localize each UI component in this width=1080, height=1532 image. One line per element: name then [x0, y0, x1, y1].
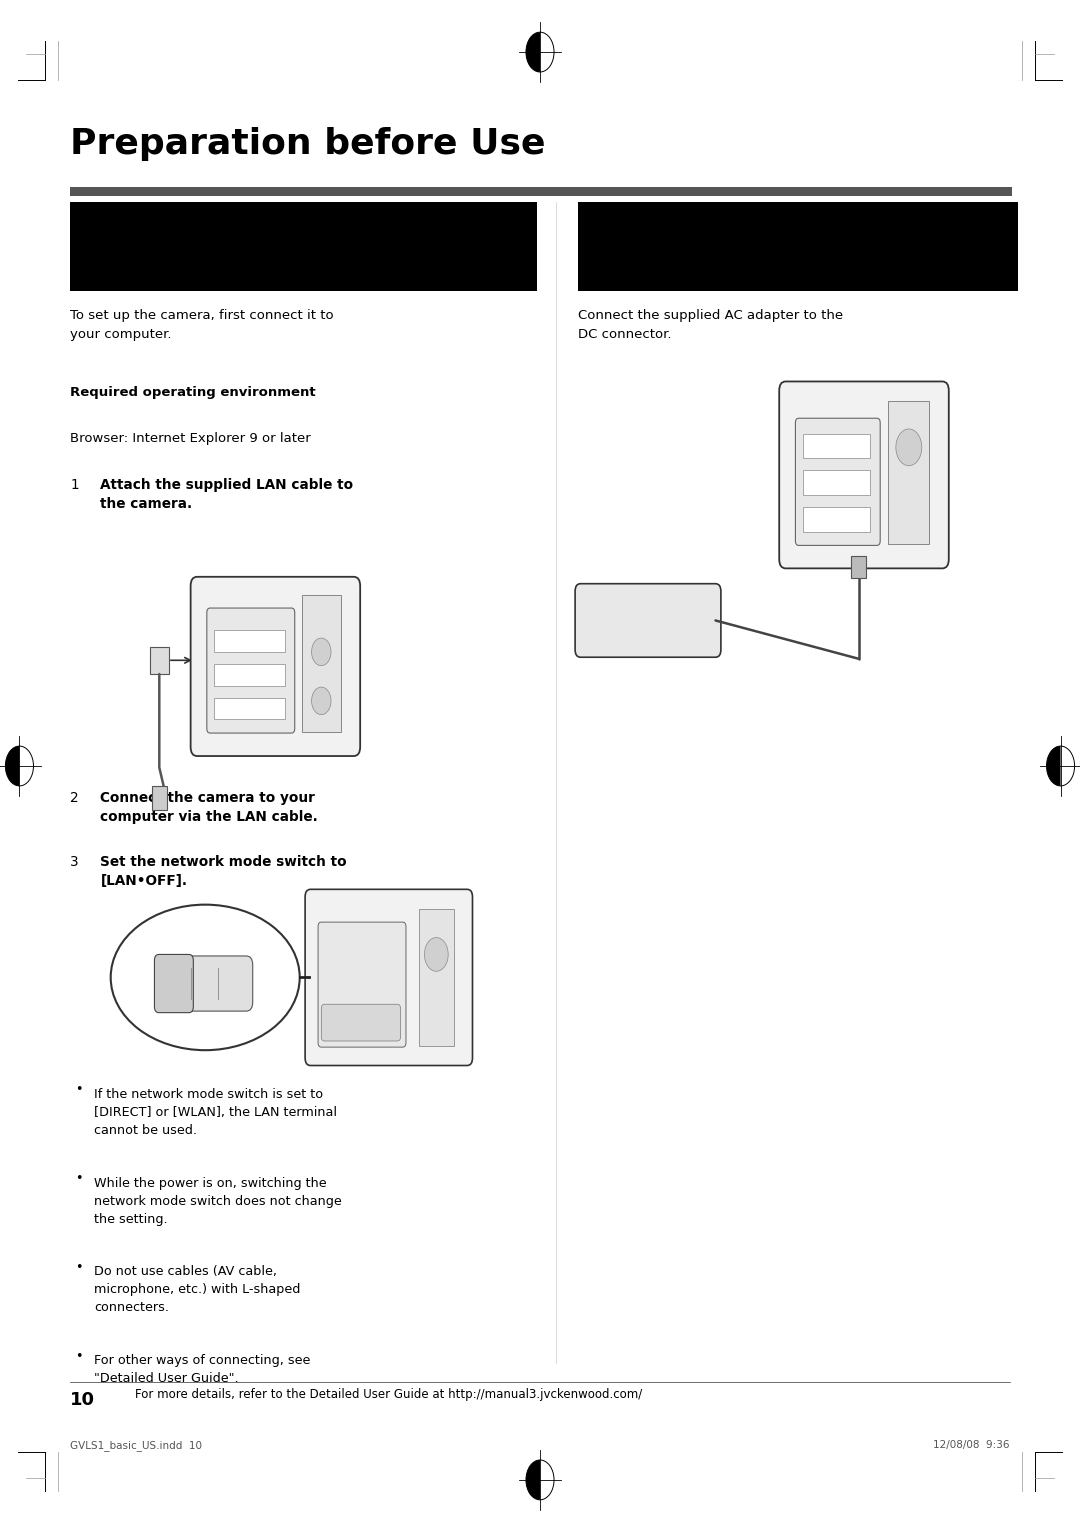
FancyBboxPatch shape: [322, 1005, 401, 1042]
Bar: [888, 401, 929, 544]
Text: Connect the camera to your
computer via the LAN cable.: Connect the camera to your computer via …: [100, 791, 319, 824]
Text: 3: 3: [70, 855, 79, 869]
Text: DIRECT  WLAN  LAN/OFF: DIRECT WLAN LAN/OFF: [324, 933, 375, 938]
Bar: [804, 470, 870, 495]
Text: 12/08/08  9:36: 12/08/08 9:36: [933, 1440, 1010, 1451]
Text: Connecting the Camera to
Your Computer: Connecting the Camera to Your Computer: [85, 230, 310, 267]
Text: •: •: [76, 1083, 83, 1095]
Bar: [851, 556, 866, 578]
Bar: [215, 699, 285, 720]
Text: To set up the camera, first connect it to
your computer.: To set up the camera, first connect it t…: [70, 309, 334, 342]
Text: 1: 1: [70, 478, 79, 492]
FancyBboxPatch shape: [207, 608, 295, 734]
Circle shape: [312, 637, 332, 666]
Wedge shape: [526, 1460, 540, 1500]
Wedge shape: [526, 32, 540, 72]
Text: For other ways of connecting, see
"Detailed User Guide".: For other ways of connecting, see "Detai…: [94, 1354, 310, 1385]
Text: Required operating environment: Required operating environment: [70, 386, 315, 398]
Bar: [70, 202, 537, 291]
Text: Do not use cables (AV cable,
microphone, etc.) with L-shaped
connecters.: Do not use cables (AV cable, microphone,…: [94, 1265, 300, 1314]
Wedge shape: [1047, 746, 1061, 786]
Bar: [151, 786, 166, 810]
Text: Attach the supplied LAN cable to
the camera.: Attach the supplied LAN cable to the cam…: [100, 478, 353, 512]
Text: •: •: [76, 1261, 83, 1273]
Text: Connecting the AC Adapter: Connecting the AC Adapter: [593, 239, 826, 254]
Text: While the power is on, switching the
network mode switch does not change
the set: While the power is on, switching the net…: [94, 1177, 341, 1226]
FancyBboxPatch shape: [795, 418, 880, 545]
Circle shape: [424, 938, 448, 971]
FancyBboxPatch shape: [305, 889, 473, 1066]
Bar: [804, 434, 870, 458]
Bar: [70, 187, 1012, 196]
Bar: [302, 594, 341, 732]
Text: Connect the supplied AC adapter to the
DC connector.: Connect the supplied AC adapter to the D…: [578, 309, 842, 342]
Text: •: •: [76, 1172, 83, 1184]
FancyBboxPatch shape: [780, 381, 949, 568]
Bar: [149, 647, 168, 674]
Wedge shape: [5, 746, 19, 786]
Bar: [804, 507, 870, 532]
FancyBboxPatch shape: [154, 954, 193, 1013]
Text: 2: 2: [70, 791, 79, 804]
Text: Browser: Internet Explorer 9 or later: Browser: Internet Explorer 9 or later: [70, 432, 311, 444]
Text: •: •: [76, 1350, 83, 1362]
Text: Set the network mode switch to
[LAN•OFF].: Set the network mode switch to [LAN•OFF]…: [100, 855, 347, 889]
Text: Preparation before Use: Preparation before Use: [70, 127, 545, 161]
Bar: [419, 908, 454, 1046]
Bar: [578, 202, 1018, 291]
FancyBboxPatch shape: [576, 584, 721, 657]
Text: DIRECT   WLAN   LAN(OFF): DIRECT WLAN LAN(OFF): [146, 953, 225, 958]
FancyBboxPatch shape: [158, 956, 253, 1011]
Text: 10: 10: [70, 1391, 95, 1409]
Circle shape: [312, 686, 332, 714]
Circle shape: [896, 429, 922, 466]
Text: For more details, refer to the Detailed User Guide at http://manual3.jvckenwood.: For more details, refer to the Detailed …: [135, 1388, 643, 1400]
FancyBboxPatch shape: [190, 578, 361, 757]
Bar: [215, 631, 285, 653]
Ellipse shape: [110, 904, 300, 1051]
Bar: [215, 665, 285, 686]
FancyBboxPatch shape: [319, 922, 406, 1048]
Text: GVLS1_basic_US.indd  10: GVLS1_basic_US.indd 10: [70, 1440, 202, 1451]
Text: If the network mode switch is set to
[DIRECT] or [WLAN], the LAN terminal
cannot: If the network mode switch is set to [DI…: [94, 1088, 337, 1137]
